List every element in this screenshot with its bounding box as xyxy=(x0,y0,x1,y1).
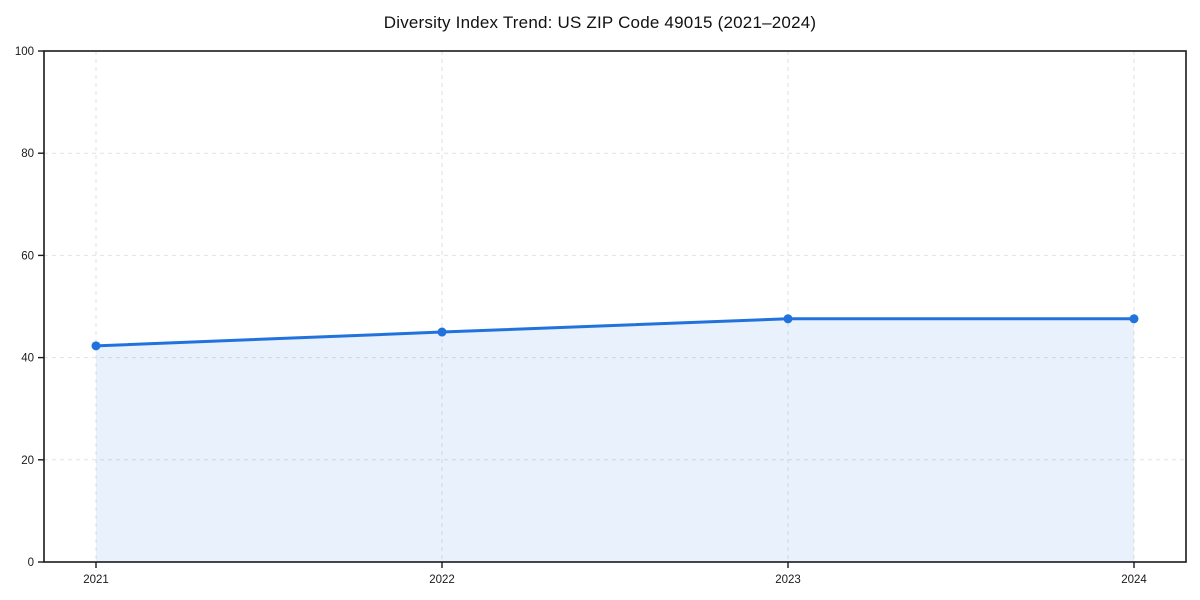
x-tick-label: 2021 xyxy=(83,574,109,586)
plot-border xyxy=(43,50,1187,563)
y-tick-label: 80 xyxy=(21,148,34,160)
x-tick-label: 2022 xyxy=(429,574,455,586)
x-tick-label: 2024 xyxy=(1121,574,1147,586)
y-tick-label: 100 xyxy=(15,46,34,58)
y-tick-label: 20 xyxy=(21,455,34,467)
x-tick-label: 2023 xyxy=(775,574,801,586)
data-point-marker xyxy=(91,341,101,351)
y-tick-label: 0 xyxy=(28,557,34,569)
data-point-marker xyxy=(783,314,793,324)
y-tick-label: 60 xyxy=(21,250,34,262)
trend-line xyxy=(94,317,1136,348)
y-tick-label: 40 xyxy=(21,353,34,365)
area-fill xyxy=(96,318,1134,562)
chart-title: Diversity Index Trend: US ZIP Code 49015… xyxy=(383,13,817,32)
data-point-marker xyxy=(437,327,447,337)
data-point-marker xyxy=(1129,314,1139,324)
